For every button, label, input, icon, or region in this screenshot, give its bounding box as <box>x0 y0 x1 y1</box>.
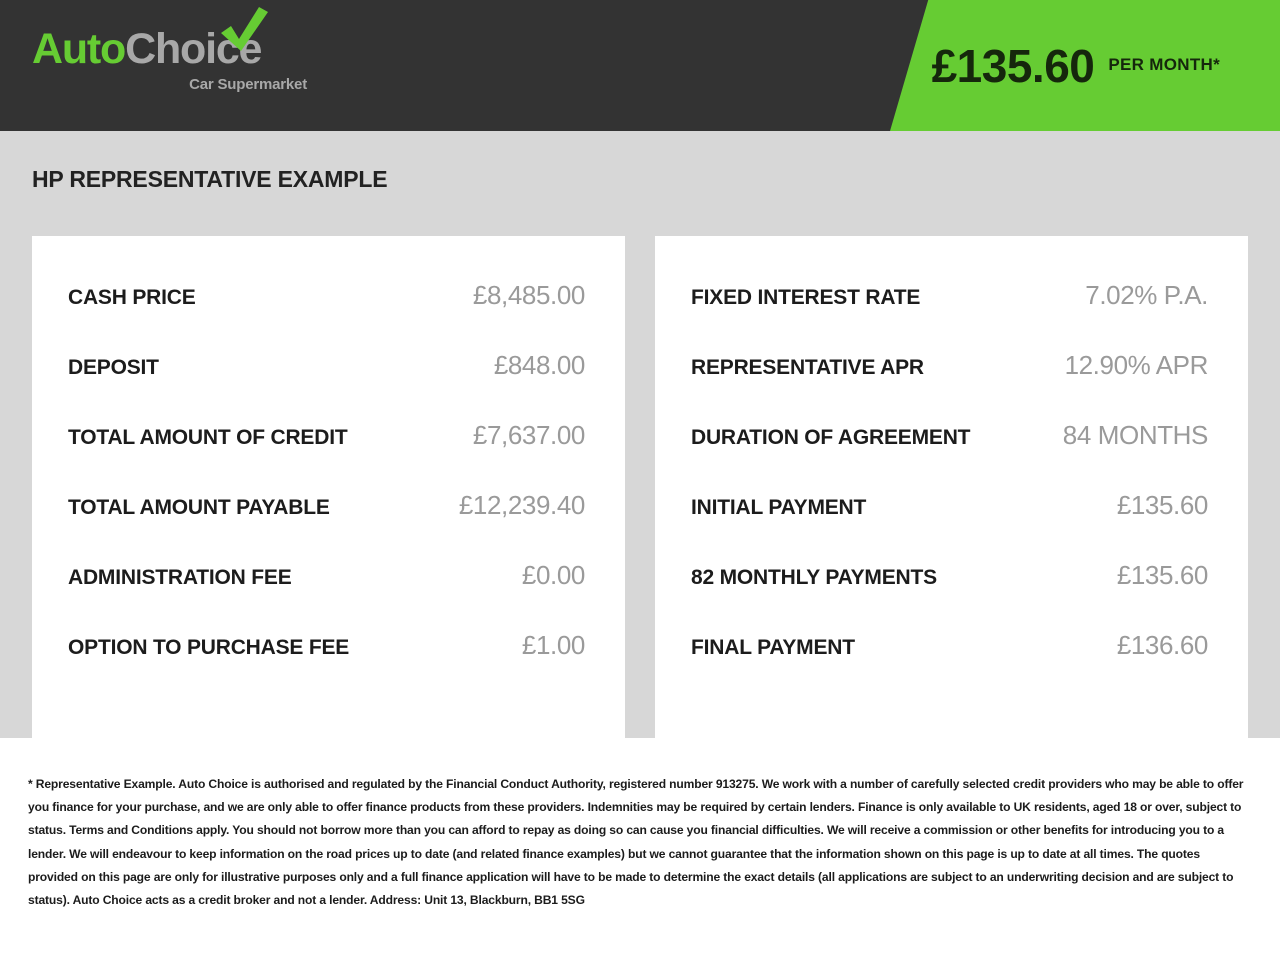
logo-word-auto: Auto <box>32 25 126 73</box>
monthly-price-banner <box>890 0 1280 131</box>
finance-row-value: £136.60 <box>1116 630 1209 660</box>
finance-row-value: £12,239.40 <box>458 490 586 520</box>
representative-example-section: HP REPRESENTATIVE EXAMPLE CASH PRICE £8,4… <box>0 131 1280 744</box>
auto-choice-logo[interactable]: AutoChoice Car Supermarket <box>32 7 332 108</box>
finance-row-value: £135.60 <box>1116 490 1209 520</box>
finance-row-value: 84 MONTHS <box>1062 420 1209 450</box>
logo-wordmark: AutoChoice <box>32 7 332 73</box>
finance-row-label: 82 MONTHLY PAYMENTS <box>691 566 937 589</box>
finance-row: FIXED INTEREST RATE 7.02% P.A. <box>691 280 1208 350</box>
finance-row: OPTION TO PURCHASE FEE £1.00 <box>68 630 585 700</box>
finance-row-label: TOTAL AMOUNT OF CREDIT <box>68 426 348 449</box>
finance-row-label: ADMINISTRATION FEE <box>68 566 292 589</box>
monthly-price-amount: £135.60 <box>931 39 1095 92</box>
finance-row-value: 12.90% APR <box>1064 350 1209 380</box>
finance-row-value: £0.00 <box>521 560 585 590</box>
finance-row: FINAL PAYMENT £136.60 <box>691 630 1208 700</box>
finance-row: ADMINISTRATION FEE £0.00 <box>68 560 585 630</box>
header-price-block: £135.60 PER MONTH* <box>932 0 1220 131</box>
finance-row-label: CASH PRICE <box>68 286 196 309</box>
page-footer: * Representative Example. Auto Choice is… <box>0 738 1280 960</box>
logo-tagline: Car Supermarket <box>189 76 307 93</box>
finance-row-label: REPRESENTATIVE APR <box>691 356 924 379</box>
disclaimer-text: * Representative Example. Auto Choice is… <box>28 777 1244 908</box>
finance-row-label: DURATION OF AGREEMENT <box>691 426 971 449</box>
finance-card-right: FIXED INTEREST RATE 7.02% P.A. REPRESENTAT… <box>655 236 1248 744</box>
finance-card-left: CASH PRICE £8,485.00 DEPOSIT £848.00 TOTAL A… <box>32 236 625 744</box>
finance-row: TOTAL AMOUNT OF CREDIT £7,637.00 <box>68 420 585 490</box>
finance-cards-container: CASH PRICE £8,485.00 DEPOSIT £848.00 TOTAL A… <box>32 236 1248 744</box>
finance-row: REPRESENTATIVE APR 12.90% APR <box>691 350 1208 420</box>
finance-row-value: £1.00 <box>521 630 585 660</box>
finance-row-label: OPTION TO PURCHASE FEE <box>68 636 350 659</box>
finance-row-label: FIXED INTEREST RATE <box>691 286 921 309</box>
finance-row-label: FINAL PAYMENT <box>691 636 855 659</box>
finance-row-value: £7,637.00 <box>472 420 585 450</box>
finance-row-label: TOTAL AMOUNT PAYABLE <box>68 496 330 519</box>
finance-row: CASH PRICE £8,485.00 <box>68 280 585 350</box>
finance-row-label: INITIAL PAYMENT <box>691 496 867 519</box>
check-icon <box>218 6 270 52</box>
finance-row: DEPOSIT £848.00 <box>68 350 585 420</box>
finance-row-value: 7.02% P.A. <box>1085 280 1208 310</box>
page-header: AutoChoice Car Supermarket £135.60 PER M… <box>0 0 1280 131</box>
finance-row-value: £135.60 <box>1116 560 1209 590</box>
finance-row: DURATION OF AGREEMENT 84 MONTHS <box>691 420 1208 490</box>
finance-row: 82 MONTHLY PAYMENTS £135.60 <box>691 560 1208 630</box>
finance-row: TOTAL AMOUNT PAYABLE £12,239.40 <box>68 490 585 560</box>
monthly-price-period: PER MONTH* <box>1108 54 1220 74</box>
page-title: HP REPRESENTATIVE EXAMPLE <box>32 166 388 192</box>
finance-row-value: £848.00 <box>493 350 586 380</box>
finance-row-label: DEPOSIT <box>68 356 159 379</box>
finance-row: INITIAL PAYMENT £135.60 <box>691 490 1208 560</box>
finance-row-value: £8,485.00 <box>472 280 585 310</box>
